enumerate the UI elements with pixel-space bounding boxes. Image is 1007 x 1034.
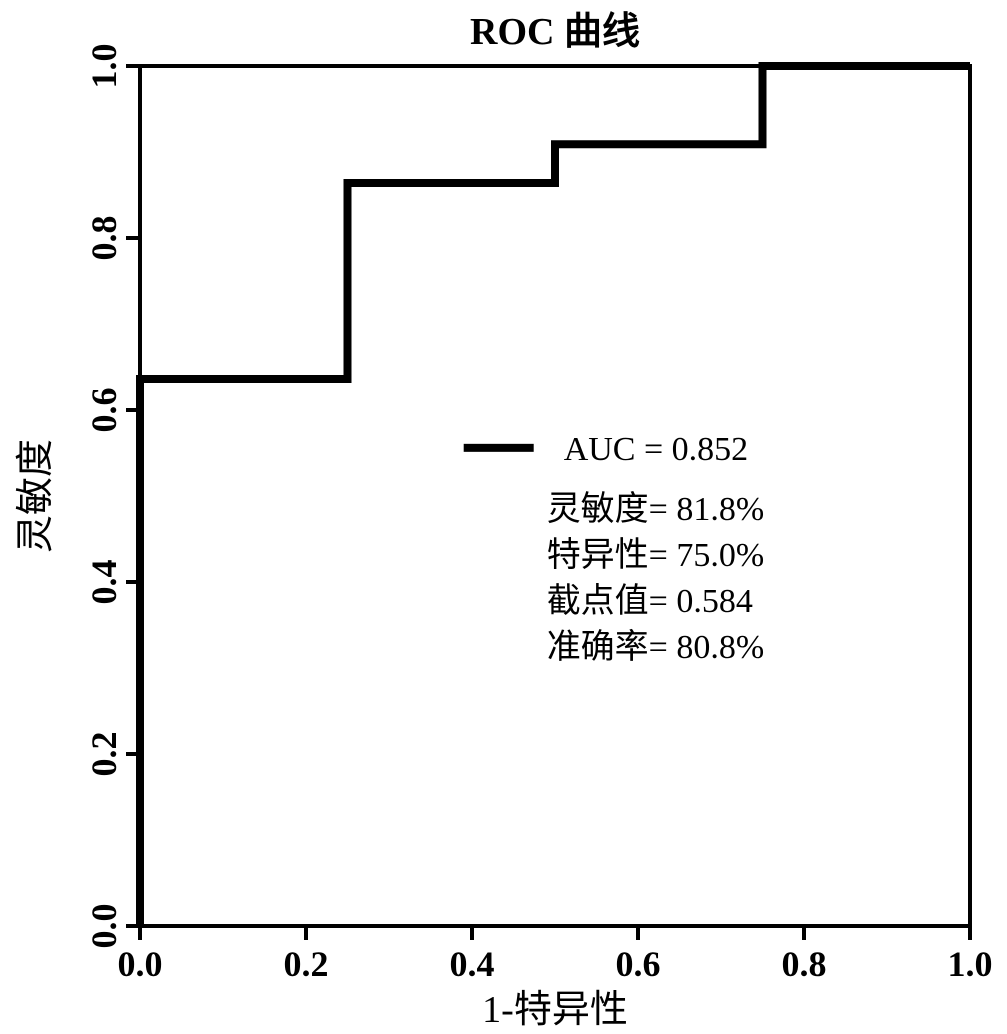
x-tick-label: 0.0: [118, 944, 163, 984]
specificity-text: 特异性= 75.0%: [547, 536, 765, 574]
y-tick-label: 0.4: [84, 560, 124, 605]
roc-chart-container: 0.0 0.2 0.4 0.6 0.8 1.0 0.0 0.2 0.4 0.6 0.8 1.0 ROC …: [0, 0, 1007, 1034]
y-tick-label: 0.2: [84, 732, 124, 777]
y-tick-label: 0.8: [84, 216, 124, 261]
y-tick-label: 0.0: [84, 904, 124, 949]
x-tick-label: 0.6: [616, 944, 661, 984]
accuracy-text: 准确率= 80.8%: [547, 628, 765, 666]
x-tick-label: 0.8: [782, 944, 827, 984]
auc-text: AUC = 0.852: [564, 431, 748, 468]
x-axis-label: 1-特异性: [482, 989, 628, 1031]
y-axis-label: 灵敏度: [15, 439, 57, 553]
y-tick-label: 1.0: [84, 44, 124, 89]
x-tick-label: 0.2: [284, 944, 329, 984]
cutoff-text: 截点值= 0.584: [547, 582, 753, 620]
chart-title: ROC 曲线: [470, 11, 640, 53]
sensitivity-text: 灵敏度= 81.8%: [547, 490, 765, 528]
legend-swatch: [464, 444, 534, 452]
x-tick-label: 1.0: [948, 944, 993, 984]
roc-chart-svg: 0.0 0.2 0.4 0.6 0.8 1.0 0.0 0.2 0.4 0.6 0.8 1.0 ROC …: [0, 0, 1007, 1034]
x-tick-label: 0.4: [450, 944, 495, 984]
y-tick-label: 0.6: [84, 388, 124, 433]
